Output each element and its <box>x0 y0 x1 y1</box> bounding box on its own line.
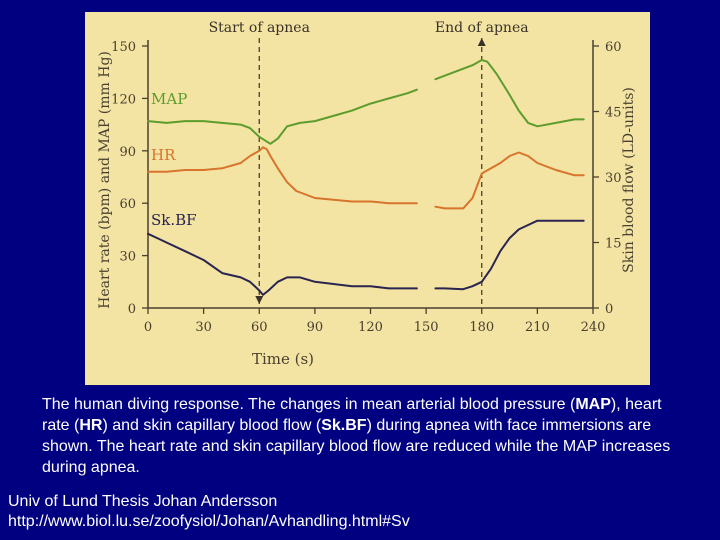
series-line-hr <box>147 146 418 205</box>
y-right-tick-label: 0 <box>605 302 613 317</box>
x-tick-label: 150 <box>414 320 439 335</box>
caption-text: ), heart rate ( <box>42 396 662 434</box>
x-tick-label: 240 <box>581 320 606 335</box>
x-tick-label: 180 <box>469 320 494 335</box>
caption-bold-skbf: Sk.BF <box>321 417 367 434</box>
y-axis-right-label: Skin blood flow (LD-units) <box>621 87 637 273</box>
y-left-tick-label: 0 <box>128 302 136 317</box>
caption-bold-map: MAP <box>575 396 611 413</box>
credit-url: http://www.biol.lu.se/zoofysiol/Johan/Av… <box>8 513 410 530</box>
apnea-annotations: Start of apnea End of apnea <box>209 20 529 304</box>
ticks: 0 30 60 90 120 150 180 210 240 0 30 60 90 120 150 0 15 30… <box>111 40 621 335</box>
series-line-skbf <box>147 232 418 296</box>
y-right-tick-label: 60 <box>605 40 622 55</box>
x-tick-label: 120 <box>358 320 383 335</box>
series-line-map <box>147 88 418 145</box>
x-tick-label: 0 <box>144 320 152 335</box>
series-line-skbf <box>434 219 585 291</box>
source-credit: Univ of Lund Thesis Johan Andersson http… <box>8 492 708 532</box>
series-lines <box>147 59 585 296</box>
y-left-tick-label: 120 <box>111 92 136 107</box>
arrow-up-icon <box>477 38 486 46</box>
credit-line: Univ of Lund Thesis Johan Andersson <box>8 493 278 510</box>
apnea-label: Start of apnea <box>209 20 310 36</box>
x-tick-label: 210 <box>525 320 550 335</box>
y-left-tick-label: 30 <box>119 250 136 265</box>
diving-response-chart: 0 30 60 90 120 150 180 210 240 0 30 60 90 120 150 0 15 30… <box>97 20 637 368</box>
y-right-tick-label: 15 <box>605 237 622 252</box>
series-line-map <box>434 59 585 128</box>
y-left-tick-label: 90 <box>119 145 136 160</box>
caption-bold-hr: HR <box>79 417 103 434</box>
x-axis-label: Time (s) <box>252 350 314 368</box>
figure-caption: The human diving response. The changes i… <box>42 394 692 478</box>
arrow-down-icon <box>255 296 264 304</box>
y-right-tick-label: 45 <box>605 106 622 121</box>
x-tick-label: 60 <box>251 320 268 335</box>
series-label-skbf: Sk.BF <box>151 211 197 229</box>
y-axis-left-label: Heart rate (bpm) and MAP (mm Hg) <box>97 51 113 309</box>
series-label-map: MAP <box>151 90 187 108</box>
series-line-hr <box>434 151 585 210</box>
caption-text: ) and skin capillary blood flow ( <box>102 417 322 434</box>
chart-panel: 0 30 60 90 120 150 180 210 240 0 30 60 90 120 150 0 15 30… <box>85 12 650 385</box>
y-right-tick-label: 30 <box>605 171 622 186</box>
series-labels: MAP HR Sk.BF <box>151 90 197 229</box>
caption-text: ) during apnea with face immersions are … <box>42 417 671 476</box>
x-tick-label: 30 <box>195 320 212 335</box>
series-label-hr: HR <box>151 146 176 164</box>
x-tick-label: 90 <box>307 320 324 335</box>
y-left-tick-label: 150 <box>111 40 136 55</box>
y-left-tick-label: 60 <box>119 197 136 212</box>
apnea-label: End of apnea <box>435 20 529 36</box>
caption-text: The human diving response. The changes i… <box>42 396 576 413</box>
